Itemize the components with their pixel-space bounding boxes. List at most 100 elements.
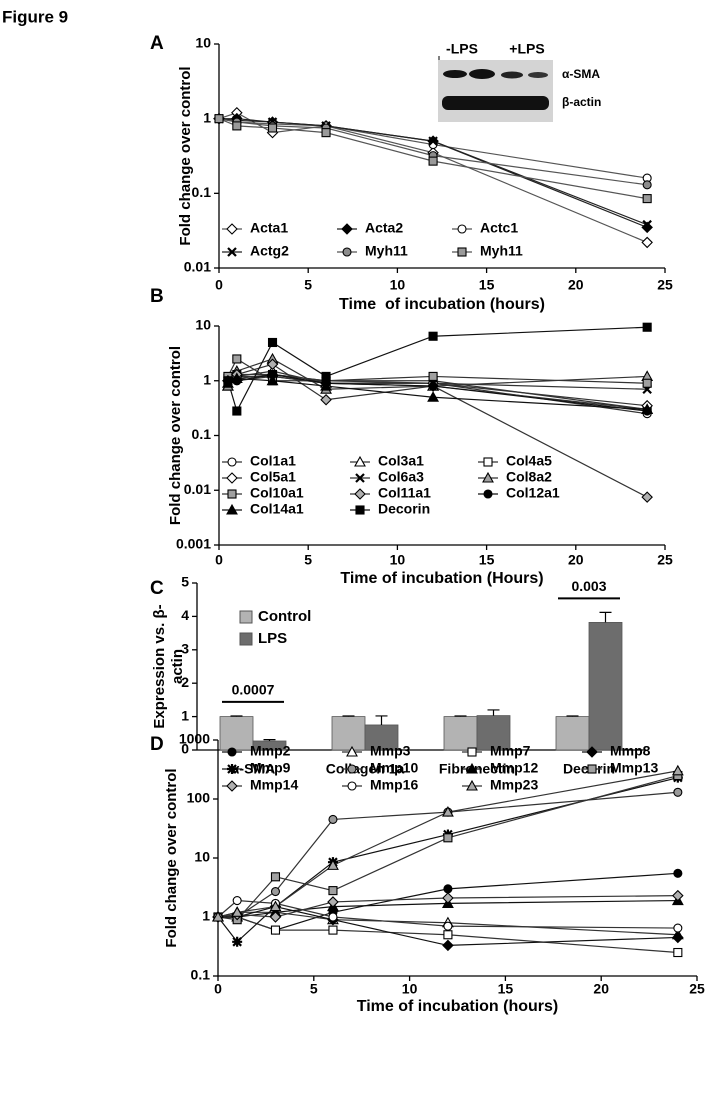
data-point <box>212 910 224 922</box>
x-tick-label: 25 <box>689 981 705 997</box>
legend-marker <box>226 503 238 515</box>
data-point <box>320 393 332 406</box>
figure-title: Figure 9 <box>2 7 68 26</box>
x-axis-title: Time of incubation (hours) <box>357 998 558 1015</box>
data-point <box>328 912 338 922</box>
y-tick-label: 1 <box>203 371 211 387</box>
data-point <box>270 872 281 882</box>
y-tick-label: 10 <box>195 35 211 51</box>
inset-label: β-actin <box>562 95 601 109</box>
bar <box>331 716 366 751</box>
legend-label: Mmp8 <box>610 743 651 759</box>
x-tick-label: 15 <box>498 981 514 997</box>
legend-marker <box>227 489 237 499</box>
legend-label: Acta2 <box>365 220 403 236</box>
panel-label: C <box>150 578 164 599</box>
legend-label: Acta1 <box>250 220 288 236</box>
legend-marker <box>227 457 237 467</box>
data-point <box>327 896 339 908</box>
x-axis-title: Time of incubation (hours) <box>339 296 545 313</box>
x-tick-label: 10 <box>390 277 406 293</box>
data-point <box>232 936 243 947</box>
legend-marker <box>483 489 493 499</box>
bar <box>555 716 590 751</box>
data-point <box>443 921 453 931</box>
inset-label: α-SMA <box>562 67 600 81</box>
blot-inset <box>438 56 553 122</box>
data-point <box>267 337 278 348</box>
legend-marker <box>586 746 598 758</box>
data-point <box>232 121 242 131</box>
legend-marker <box>227 747 237 757</box>
data-point <box>673 787 683 797</box>
legend-label: Mmp23 <box>490 777 538 793</box>
x-tick-label: 20 <box>568 277 584 293</box>
data-point <box>270 886 281 897</box>
error-bar <box>375 715 388 725</box>
y-tick-label: 3 <box>181 641 189 657</box>
data-point <box>328 814 338 825</box>
data-point <box>428 156 438 166</box>
inset-label: -LPS <box>446 41 478 57</box>
x-tick-label: 5 <box>304 277 312 293</box>
blot-band <box>443 70 467 78</box>
panel-label: D <box>150 734 164 755</box>
legend-marker <box>355 505 365 515</box>
legend-label: Actg2 <box>250 243 289 259</box>
bar <box>219 716 254 751</box>
series-line <box>227 326 648 413</box>
legend-label: Mmp12 <box>490 760 538 776</box>
blot-band <box>528 72 548 78</box>
data-point <box>443 930 453 940</box>
data-point <box>673 923 683 933</box>
y-tick-label: 0.1 <box>192 426 212 442</box>
legend-label: Col6a3 <box>378 469 424 485</box>
y-tick-label: 1 <box>181 707 189 723</box>
data-point <box>320 379 332 391</box>
data-point <box>443 833 453 843</box>
y-axis-title: Expression vs. β- <box>151 604 168 728</box>
legend-marker <box>457 224 467 234</box>
y-axis-title: Fold change over control <box>177 66 194 245</box>
x-tick-label: 5 <box>310 981 318 997</box>
legend-marker <box>227 764 237 774</box>
legend-label: Mmp7 <box>490 743 531 759</box>
legend-label: Myh11 <box>480 243 523 259</box>
y-tick-label: 1 <box>202 908 210 924</box>
data-point <box>321 371 331 381</box>
legend-label: Decorin <box>378 501 430 517</box>
data-point <box>428 381 438 391</box>
blot-band <box>501 71 523 79</box>
blot-background <box>438 60 553 122</box>
x-tick-label: 5 <box>304 552 312 568</box>
y-tick-label: 0 <box>181 741 189 757</box>
data-point <box>328 886 338 896</box>
data-point <box>443 884 453 894</box>
legend-label: Mmp16 <box>370 777 418 793</box>
blot-band <box>442 96 549 110</box>
x-tick-label: 20 <box>593 981 609 997</box>
y-tick-label: 0.01 <box>184 481 211 497</box>
legend-label: Mmp10 <box>370 760 418 776</box>
data-point <box>321 128 331 138</box>
error-bar <box>230 715 243 717</box>
series-line <box>218 118 648 226</box>
y-axis-title: actin <box>169 649 186 684</box>
legend-marker <box>466 779 478 791</box>
y-tick-label: 10 <box>194 849 210 865</box>
bar <box>476 715 511 751</box>
x-tick-label: 25 <box>657 552 673 568</box>
legend-marker <box>342 247 352 257</box>
legend-marker <box>482 471 494 483</box>
data-point <box>230 372 243 384</box>
legend-label: Col14a1 <box>250 501 304 517</box>
legend-label: Mmp9 <box>250 760 291 776</box>
legend-label: Actc1 <box>480 220 518 236</box>
significance-label: 0.0007 <box>232 682 275 698</box>
y-tick-label: 100 <box>187 790 211 806</box>
y-tick-label: 4 <box>181 607 189 623</box>
y-tick-label: 2 <box>181 674 189 690</box>
inset-label: +LPS <box>509 41 544 57</box>
y-tick-label: 1000 <box>179 731 210 747</box>
